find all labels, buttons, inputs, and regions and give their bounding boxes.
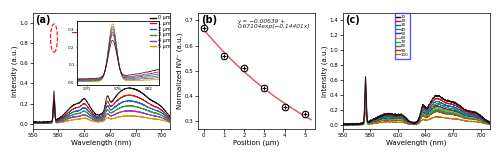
Text: (a): (a): [35, 15, 51, 25]
Point: [301, 112, 309, 115]
Point: [301, 112, 309, 115]
Point: [220, 55, 228, 58]
Point: [280, 105, 288, 108]
Point: [280, 105, 288, 108]
Legend: 0 μm, 1 μm, 2 μm, 3 μm, 4 μm, 5 μm: 0 μm, 1 μm, 2 μm, 3 μm, 4 μm, 5 μm: [148, 13, 172, 51]
Text: y = −0.00639 +
0.67104exp(−0.14401x): y = −0.00639 + 0.67104exp(−0.14401x): [238, 19, 310, 29]
Y-axis label: Normalized NV⁻ (a.u.): Normalized NV⁻ (a.u.): [176, 33, 183, 109]
Point: [260, 87, 268, 89]
Point: [240, 66, 248, 69]
Text: (c): (c): [346, 15, 360, 25]
Legend: 10, 20, 30, 40, 50, 60, 70, 80, 90, 100: 10, 20, 30, 40, 50, 60, 70, 80, 90, 100: [394, 13, 410, 58]
Y-axis label: Intensity (a.u.): Intensity (a.u.): [322, 45, 328, 97]
X-axis label: Position (μm): Position (μm): [233, 139, 280, 146]
Point: [260, 87, 268, 89]
Text: (b): (b): [201, 15, 217, 25]
Y-axis label: Intensity (a.u.): Intensity (a.u.): [12, 45, 18, 97]
X-axis label: Wavelength (nm): Wavelength (nm): [386, 139, 446, 146]
Point: [240, 66, 248, 69]
Point: [200, 26, 207, 29]
X-axis label: Wavelength (nm): Wavelength (nm): [71, 139, 132, 146]
Point: [200, 26, 207, 29]
Point: [220, 55, 228, 58]
